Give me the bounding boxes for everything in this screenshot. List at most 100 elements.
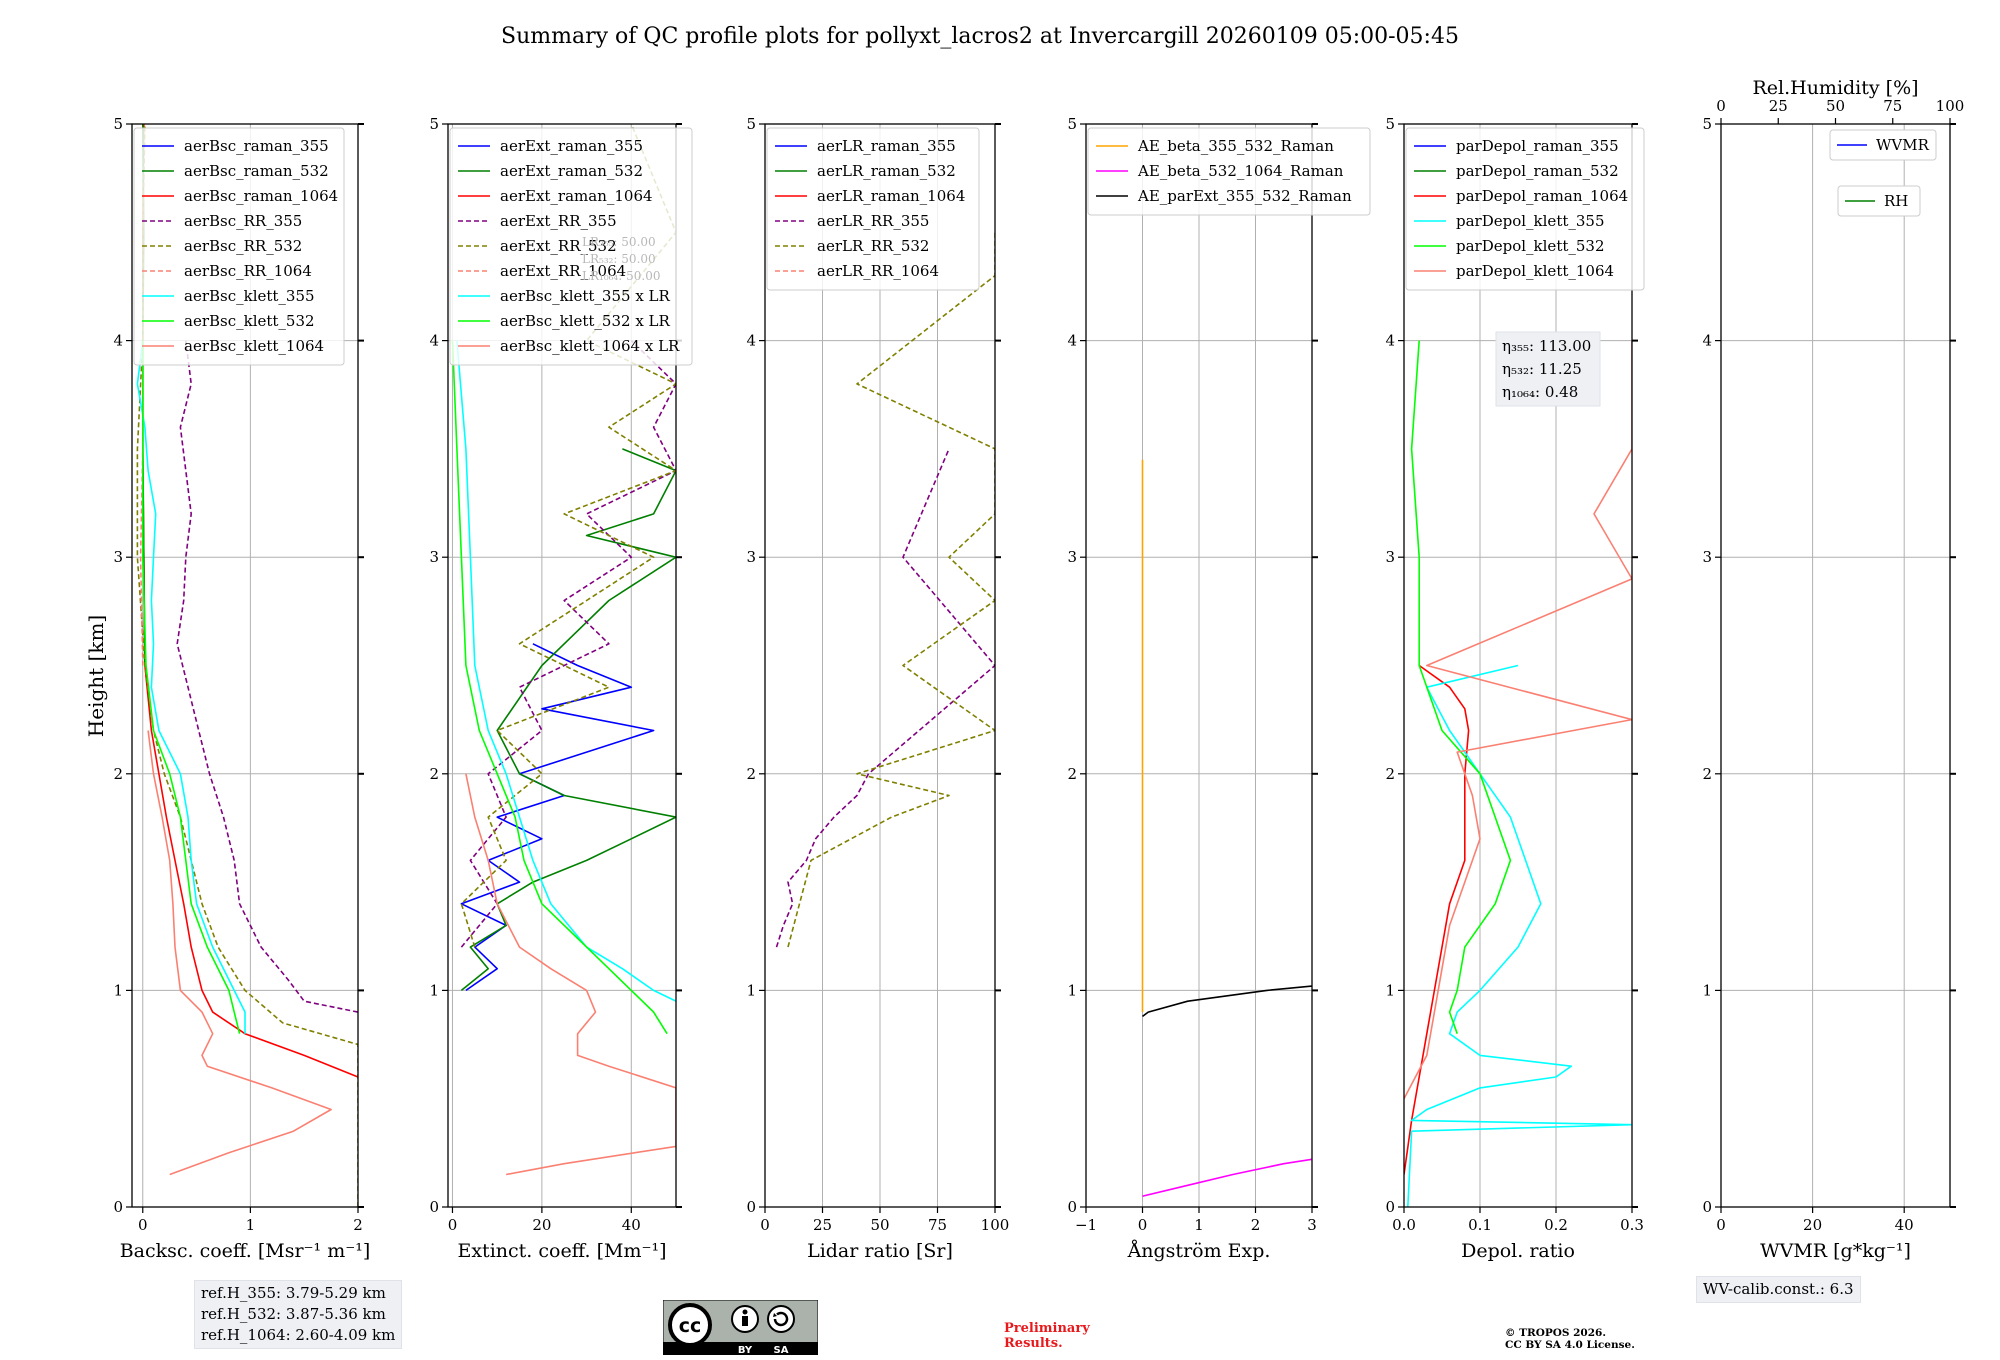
legend-entry: aerExt_RR_532 — [500, 237, 617, 255]
axes-frame — [1720, 123, 1951, 1208]
series-line-aerBsc_RR_1064 — [139, 340, 144, 666]
y-tick-label: 0 — [746, 1198, 756, 1216]
ref-height-355: ref.H_355: 3.79-5.29 km — [201, 1284, 386, 1302]
legend-box — [1837, 185, 1921, 217]
legend-box — [766, 127, 980, 291]
legend-entry: aerBsc_klett_532 — [184, 312, 315, 330]
series-line-aerExt_raman_532 — [460, 448, 676, 992]
legend-entry: aerLR_RR_1064 — [817, 262, 939, 280]
x-tick-label: 0.0 — [1392, 1216, 1416, 1234]
top-x-tick-label: 75 — [1883, 97, 1902, 115]
legend-entry: aerBsc_RR_532 — [184, 237, 302, 255]
legend-entry: RH — [1884, 192, 1908, 210]
x-axis-label: Depol. ratio — [1461, 1240, 1575, 1262]
y-tick-label: 5 — [1385, 115, 1395, 133]
x-axis-label: Extinct. coeff. [Mm⁻¹] — [457, 1240, 666, 1262]
y-tick-label: 3 — [113, 548, 123, 566]
series-line-AE_beta_532_1064_Raman — [1142, 1158, 1312, 1197]
legend-entry: aerBsc_RR_355 — [184, 212, 302, 230]
series-line-parDepol_raman_1064 — [1404, 664, 1470, 1175]
y-tick-label: 1 — [746, 981, 756, 999]
y-axis-label: Height [km] — [84, 615, 108, 737]
y-tick-label: 5 — [1067, 115, 1077, 133]
legend-box — [133, 127, 345, 366]
x-tick-label: 20 — [1803, 1216, 1822, 1234]
y-tick-label: 0 — [429, 1198, 439, 1216]
legend-entry: AE_beta_355_532_Raman — [1137, 137, 1334, 155]
lr-label: LR₃₅₅: 50.00 — [582, 235, 656, 249]
series-group — [1141, 459, 1312, 1197]
panel-backscatter: 0 1 2 0 1 2 3 4 5 Backsc. coeff. [Msr⁻¹ m⁻¹] aerBs… — [113, 115, 370, 1262]
copyright-line-2: CC BY SA 4.0 License. — [1505, 1339, 1635, 1351]
legend-box — [449, 127, 693, 366]
series-line-aerBsc_klett_532 — [142, 340, 241, 1034]
legend-entry: aerBsc_RR_1064 — [184, 262, 312, 280]
x-tick-label: 1 — [1194, 1216, 1204, 1234]
x-axis-label: Backsc. coeff. [Msr⁻¹ m⁻¹] — [120, 1240, 371, 1262]
legend-entry: WVMR — [1876, 136, 1930, 154]
legend-entry: aerExt_RR_355 — [500, 212, 617, 230]
x-axis-label: Ångström Exp. — [1127, 1240, 1271, 1262]
cc-icon — [668, 1303, 712, 1347]
legend-entry: aerBsc_klett_1064 x LR — [500, 337, 680, 355]
series-line-aerExt_RR_532 — [460, 124, 676, 948]
x-tick-label: 50 — [870, 1216, 889, 1234]
cc-icon-text: cc — [679, 1315, 702, 1337]
x-tick-label: 75 — [928, 1216, 947, 1234]
y-tick-label: 2 — [1702, 765, 1712, 783]
series-line-aerExt_RR_355 — [460, 340, 676, 948]
x-tick-label: 2 — [1251, 1216, 1261, 1234]
legend-entry: aerBsc_klett_355 x LR — [500, 287, 671, 305]
panel-depolarization: 0.0 0.1 0.2 0.3 0 1 2 3 4 5 Depol. ratio parDepol_r… — [1385, 115, 1645, 1262]
sa-label: SA — [774, 1345, 789, 1355]
preliminary-line-2: Results. — [1004, 1336, 1063, 1351]
x-tick-label: 3 — [1307, 1216, 1317, 1234]
legend-entry: aerExt_RR_1064 — [500, 262, 626, 280]
y-tick-label: 2 — [1067, 765, 1077, 783]
legend-entry: aerExt_raman_1064 — [500, 187, 653, 205]
series-line-aerLR_RR_355 — [775, 448, 995, 948]
y-tick-label: 0 — [1702, 1198, 1712, 1216]
legend-entry: aerBsc_klett_1064 — [184, 337, 324, 355]
y-tick-label: 2 — [113, 765, 123, 783]
lr-label: LR₅₃₂: 50.00 — [582, 252, 656, 266]
y-tick-label: 1 — [1385, 981, 1395, 999]
legend-entry: aerExt_raman_532 — [500, 162, 643, 180]
series-line-aerBsc_klett_1064 — [147, 730, 332, 1176]
legend-entry: aerLR_RR_532 — [817, 237, 929, 255]
axes-frame — [447, 123, 677, 1208]
series-line-aerExt_raman_355 — [460, 643, 655, 992]
legend-entry: AE_parExt_355_532_Raman — [1137, 187, 1352, 205]
figure-title: Summary of QC profile plots for pollyxt_… — [501, 24, 1459, 49]
x-tick-label: 0 — [138, 1216, 148, 1234]
y-tick-label: 4 — [1702, 332, 1712, 350]
panel-wvmr: 0 20 40 0 1 2 3 4 5 WVMR [g*kg⁻¹] 0 25 50 75 100 Rel.Hu… — [1702, 77, 1964, 1262]
legend-entry: aerLR_raman_532 — [817, 162, 956, 180]
series-line-aerBsc_klett_355 — [136, 340, 246, 1034]
legend-box — [1087, 127, 1371, 216]
y-tick-label: 2 — [1385, 765, 1395, 783]
y-tick-label: 0 — [113, 1198, 123, 1216]
cc-by-sa-license-badge: cc BY SA — [663, 1300, 818, 1355]
x-tick-label: 40 — [1895, 1216, 1914, 1234]
series-line-aerBsc_klett_532 x LR — [451, 340, 668, 1035]
sa-icon — [767, 1305, 795, 1333]
ref-height-1064: ref.H_1064: 2.60-4.09 km — [201, 1326, 396, 1344]
legend-entry: aerBsc_raman_355 — [184, 137, 329, 155]
axes-frame — [131, 123, 359, 1208]
y-tick-label: 5 — [429, 115, 439, 133]
series-group — [451, 124, 676, 1176]
x-tick-label: 0 — [448, 1216, 458, 1234]
legend-entry: parDepol_raman_1064 — [1456, 187, 1628, 205]
top-x-tick-label: 100 — [1936, 97, 1965, 115]
y-tick-label: 1 — [1702, 981, 1712, 999]
x-tick-label: 0.2 — [1544, 1216, 1568, 1234]
legend-box — [1405, 127, 1645, 291]
ref-height-532: ref.H_532: 3.87-5.36 km — [201, 1305, 386, 1323]
top-x-axis-label: Rel.Humidity [%] — [1752, 77, 1918, 99]
axes-frame — [1403, 123, 1633, 1208]
x-tick-label: 20 — [532, 1216, 551, 1234]
